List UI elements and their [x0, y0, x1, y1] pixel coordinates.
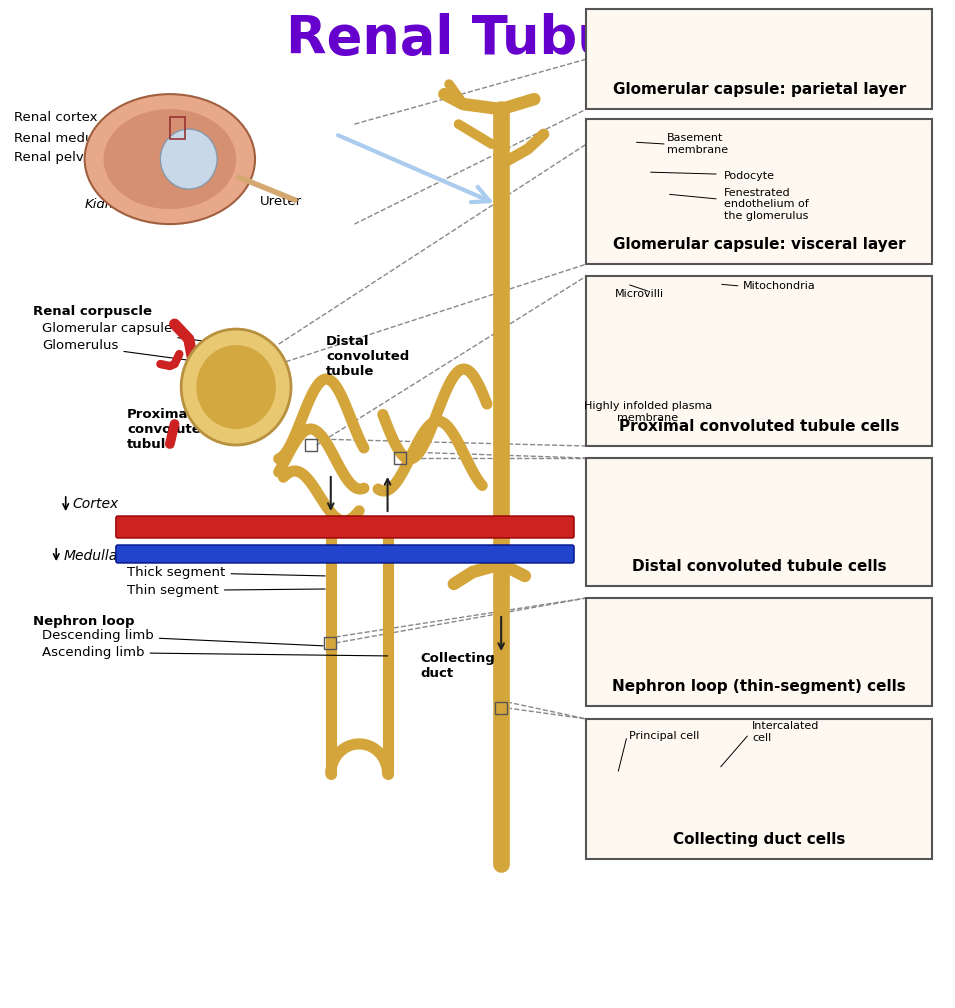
Text: Kidney: Kidney — [85, 198, 130, 211]
FancyBboxPatch shape — [116, 516, 574, 538]
Text: Nephron loop (thin-segment) cells: Nephron loop (thin-segment) cells — [612, 679, 906, 694]
Text: Principal cell: Principal cell — [629, 731, 699, 741]
Text: Cortex: Cortex — [73, 497, 118, 511]
Text: Proximal convoluted tubule cells: Proximal convoluted tubule cells — [619, 419, 900, 434]
Text: Podocyte: Podocyte — [724, 171, 775, 181]
Bar — [394, 452, 406, 464]
Text: Collecting
duct: Collecting duct — [421, 652, 496, 680]
FancyBboxPatch shape — [116, 545, 574, 563]
Text: Mitochondria: Mitochondria — [743, 281, 816, 291]
Text: Ureter: Ureter — [260, 195, 302, 208]
Text: Renal corpuscle: Renal corpuscle — [32, 304, 152, 318]
FancyArrowPatch shape — [239, 177, 295, 200]
Text: Distal
convoluted
tubule: Distal convoluted tubule — [326, 335, 410, 378]
FancyBboxPatch shape — [586, 276, 932, 446]
Circle shape — [181, 329, 291, 445]
FancyBboxPatch shape — [586, 598, 932, 706]
Text: Renal pelvis: Renal pelvis — [13, 151, 191, 164]
FancyBboxPatch shape — [586, 9, 932, 109]
Text: Descending limb: Descending limb — [42, 629, 323, 646]
Text: Glomerular capsule: visceral layer: Glomerular capsule: visceral layer — [613, 237, 905, 252]
Ellipse shape — [85, 94, 255, 224]
Text: Medulla: Medulla — [64, 549, 118, 563]
Text: Nephron loop: Nephron loop — [32, 616, 134, 628]
Text: Renal medulla: Renal medulla — [13, 132, 167, 145]
Bar — [496, 702, 507, 714]
Text: Glomerular capsule: Glomerular capsule — [42, 323, 223, 344]
FancyBboxPatch shape — [586, 119, 932, 264]
FancyBboxPatch shape — [586, 458, 932, 586]
Text: Proximal
convoluted
tubule: Proximal convoluted tubule — [127, 407, 210, 451]
Text: Distal convoluted tubule cells: Distal convoluted tubule cells — [632, 559, 886, 574]
Text: Microvilli: Microvilli — [615, 289, 664, 299]
Bar — [306, 439, 316, 451]
Text: Fenestrated
endothelium of
the glomerulus: Fenestrated endothelium of the glomerulu… — [724, 187, 808, 221]
Text: Thick segment: Thick segment — [127, 565, 325, 579]
Text: Collecting duct cells: Collecting duct cells — [673, 832, 845, 847]
Text: Renal Tubule: Renal Tubule — [286, 13, 668, 66]
Ellipse shape — [160, 129, 217, 190]
Bar — [324, 637, 335, 649]
Text: Thin segment: Thin segment — [127, 584, 325, 597]
Text: Renal cortex: Renal cortex — [13, 111, 175, 124]
Text: Glomerulus: Glomerulus — [42, 339, 215, 364]
Text: Ascending limb: Ascending limb — [42, 646, 388, 659]
Text: Glomerular capsule: parietal layer: Glomerular capsule: parietal layer — [612, 82, 905, 97]
Bar — [170, 117, 185, 139]
Circle shape — [197, 345, 276, 429]
Text: Highly infolded plasma
membrane: Highly infolded plasma membrane — [584, 401, 712, 422]
Text: Basement
membrane: Basement membrane — [667, 133, 728, 155]
Text: Intercalated
cell: Intercalated cell — [752, 721, 819, 743]
Ellipse shape — [103, 109, 236, 209]
FancyBboxPatch shape — [586, 719, 932, 859]
